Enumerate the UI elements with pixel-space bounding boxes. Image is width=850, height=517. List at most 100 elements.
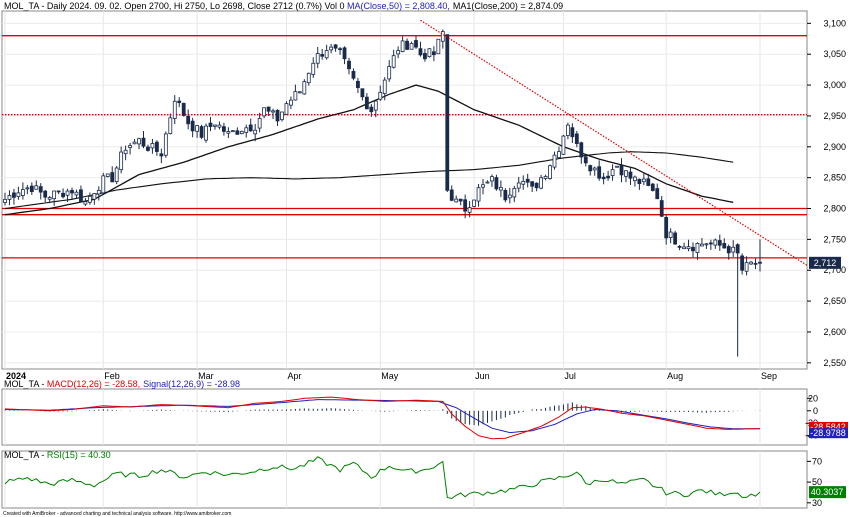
month-label: Aug [667,371,683,381]
candle-up [624,170,628,177]
candle-up [230,130,235,133]
candle-up [52,190,57,200]
candle-up [467,207,472,213]
candle-down [637,178,642,184]
candle-up [7,195,12,200]
moving-averages [4,84,734,216]
candle-down [248,124,253,132]
frames [1,10,808,509]
candle-up [668,231,673,238]
candle-up [65,190,70,196]
rsi-tick-label: 30 [812,498,822,508]
candle-up [481,184,485,188]
last-close-badge [809,256,841,269]
downtrend-line [420,19,808,266]
month-label: Jul [564,371,576,381]
month-label: May [381,371,399,381]
candle-down [708,242,713,245]
candle-up [293,91,298,101]
candle-up [239,130,244,135]
price-tick-label: 2,850 [823,173,846,183]
candle-down [159,153,164,157]
macd-pane: 200-20-40-28.5842-28.9788 [4,393,848,441]
candle-up [472,199,476,207]
candle-down [664,217,669,239]
candle-down [342,47,347,60]
candle-down [351,70,356,79]
candle-down [338,48,342,51]
candle-down [356,80,360,89]
candle-up [695,243,700,253]
candle-up [119,151,124,171]
candle-up [271,110,275,113]
candle-up [396,50,401,55]
candle-down [333,44,338,49]
macd-value-label: -28.5842 [810,422,846,432]
rsi-value-badge [809,486,846,499]
candle-up [512,188,517,198]
candle-up [378,91,383,100]
price-tick-label: 2,750 [823,234,846,244]
candle-down [530,181,535,187]
macd-pane-frame [1,388,808,446]
candle-down [360,88,365,98]
candle-down [56,190,61,193]
rsi-header-prefix: MOL_TA - [4,450,47,460]
candle-up [552,154,557,168]
price-tick-label: 3,000 [823,80,846,90]
candle-up [373,100,378,111]
candle-up [315,53,320,64]
candle-up [101,175,106,194]
axis-labels: 2024 Feb Mar Apr May Jun Jul Aug Sep 3,100 3,050 3,… [6,18,846,381]
candle-up [132,141,137,145]
candle-up [400,40,405,52]
candle-down [601,176,606,180]
candle-up [87,195,92,203]
price-pane-frame [1,10,808,370]
candle-up [311,62,316,75]
candle-up [329,46,334,51]
candle-up [257,118,262,129]
rsi-value-label: 40.3037 [811,487,844,497]
price-header: MOL_TA - Daily 2024. 09. 02. Open 2700, … [4,1,563,11]
candle-down [320,54,325,57]
candle-down [414,40,418,48]
candle-up [280,111,284,121]
candle-down [583,156,588,164]
candle-down [146,146,150,151]
ma50-label: MA(Close,50) = 2,808.40, [347,1,450,11]
candle-up [253,129,258,135]
candle-down [154,141,159,152]
candle-down [431,51,436,56]
candle-up [74,191,79,196]
rsi-header: MOL_TA - RSI(15) = 40.30 [4,450,111,460]
candle-up [516,182,521,189]
candle-up [150,143,155,149]
candle-up [217,124,222,128]
signal-value-label: -28.9788 [810,428,846,438]
macd-value-badge [809,421,848,432]
candle-down [659,200,664,217]
candle-up [284,103,289,115]
candle-up [297,91,302,94]
candle-down [753,262,758,265]
candle-up [561,135,566,155]
candle-down [61,192,65,198]
macd-tick-label: 0 [813,406,818,416]
candle-up [548,165,552,179]
candle-down [650,183,655,191]
candle-down [43,190,48,198]
candle-down [579,142,584,158]
candle-down [525,178,530,183]
candle-up [123,149,128,155]
candle-up [682,246,686,250]
month-label: 2024 [6,371,26,381]
candle-up [731,246,736,253]
candle-up [686,246,691,250]
support-resistance-lines [2,35,807,259]
candle-down [110,172,115,183]
signal-label: Signal(12,26,9) = -28.98 [143,379,240,389]
candle-down [534,182,539,189]
candle-down [494,177,499,190]
candle-down [735,244,740,254]
